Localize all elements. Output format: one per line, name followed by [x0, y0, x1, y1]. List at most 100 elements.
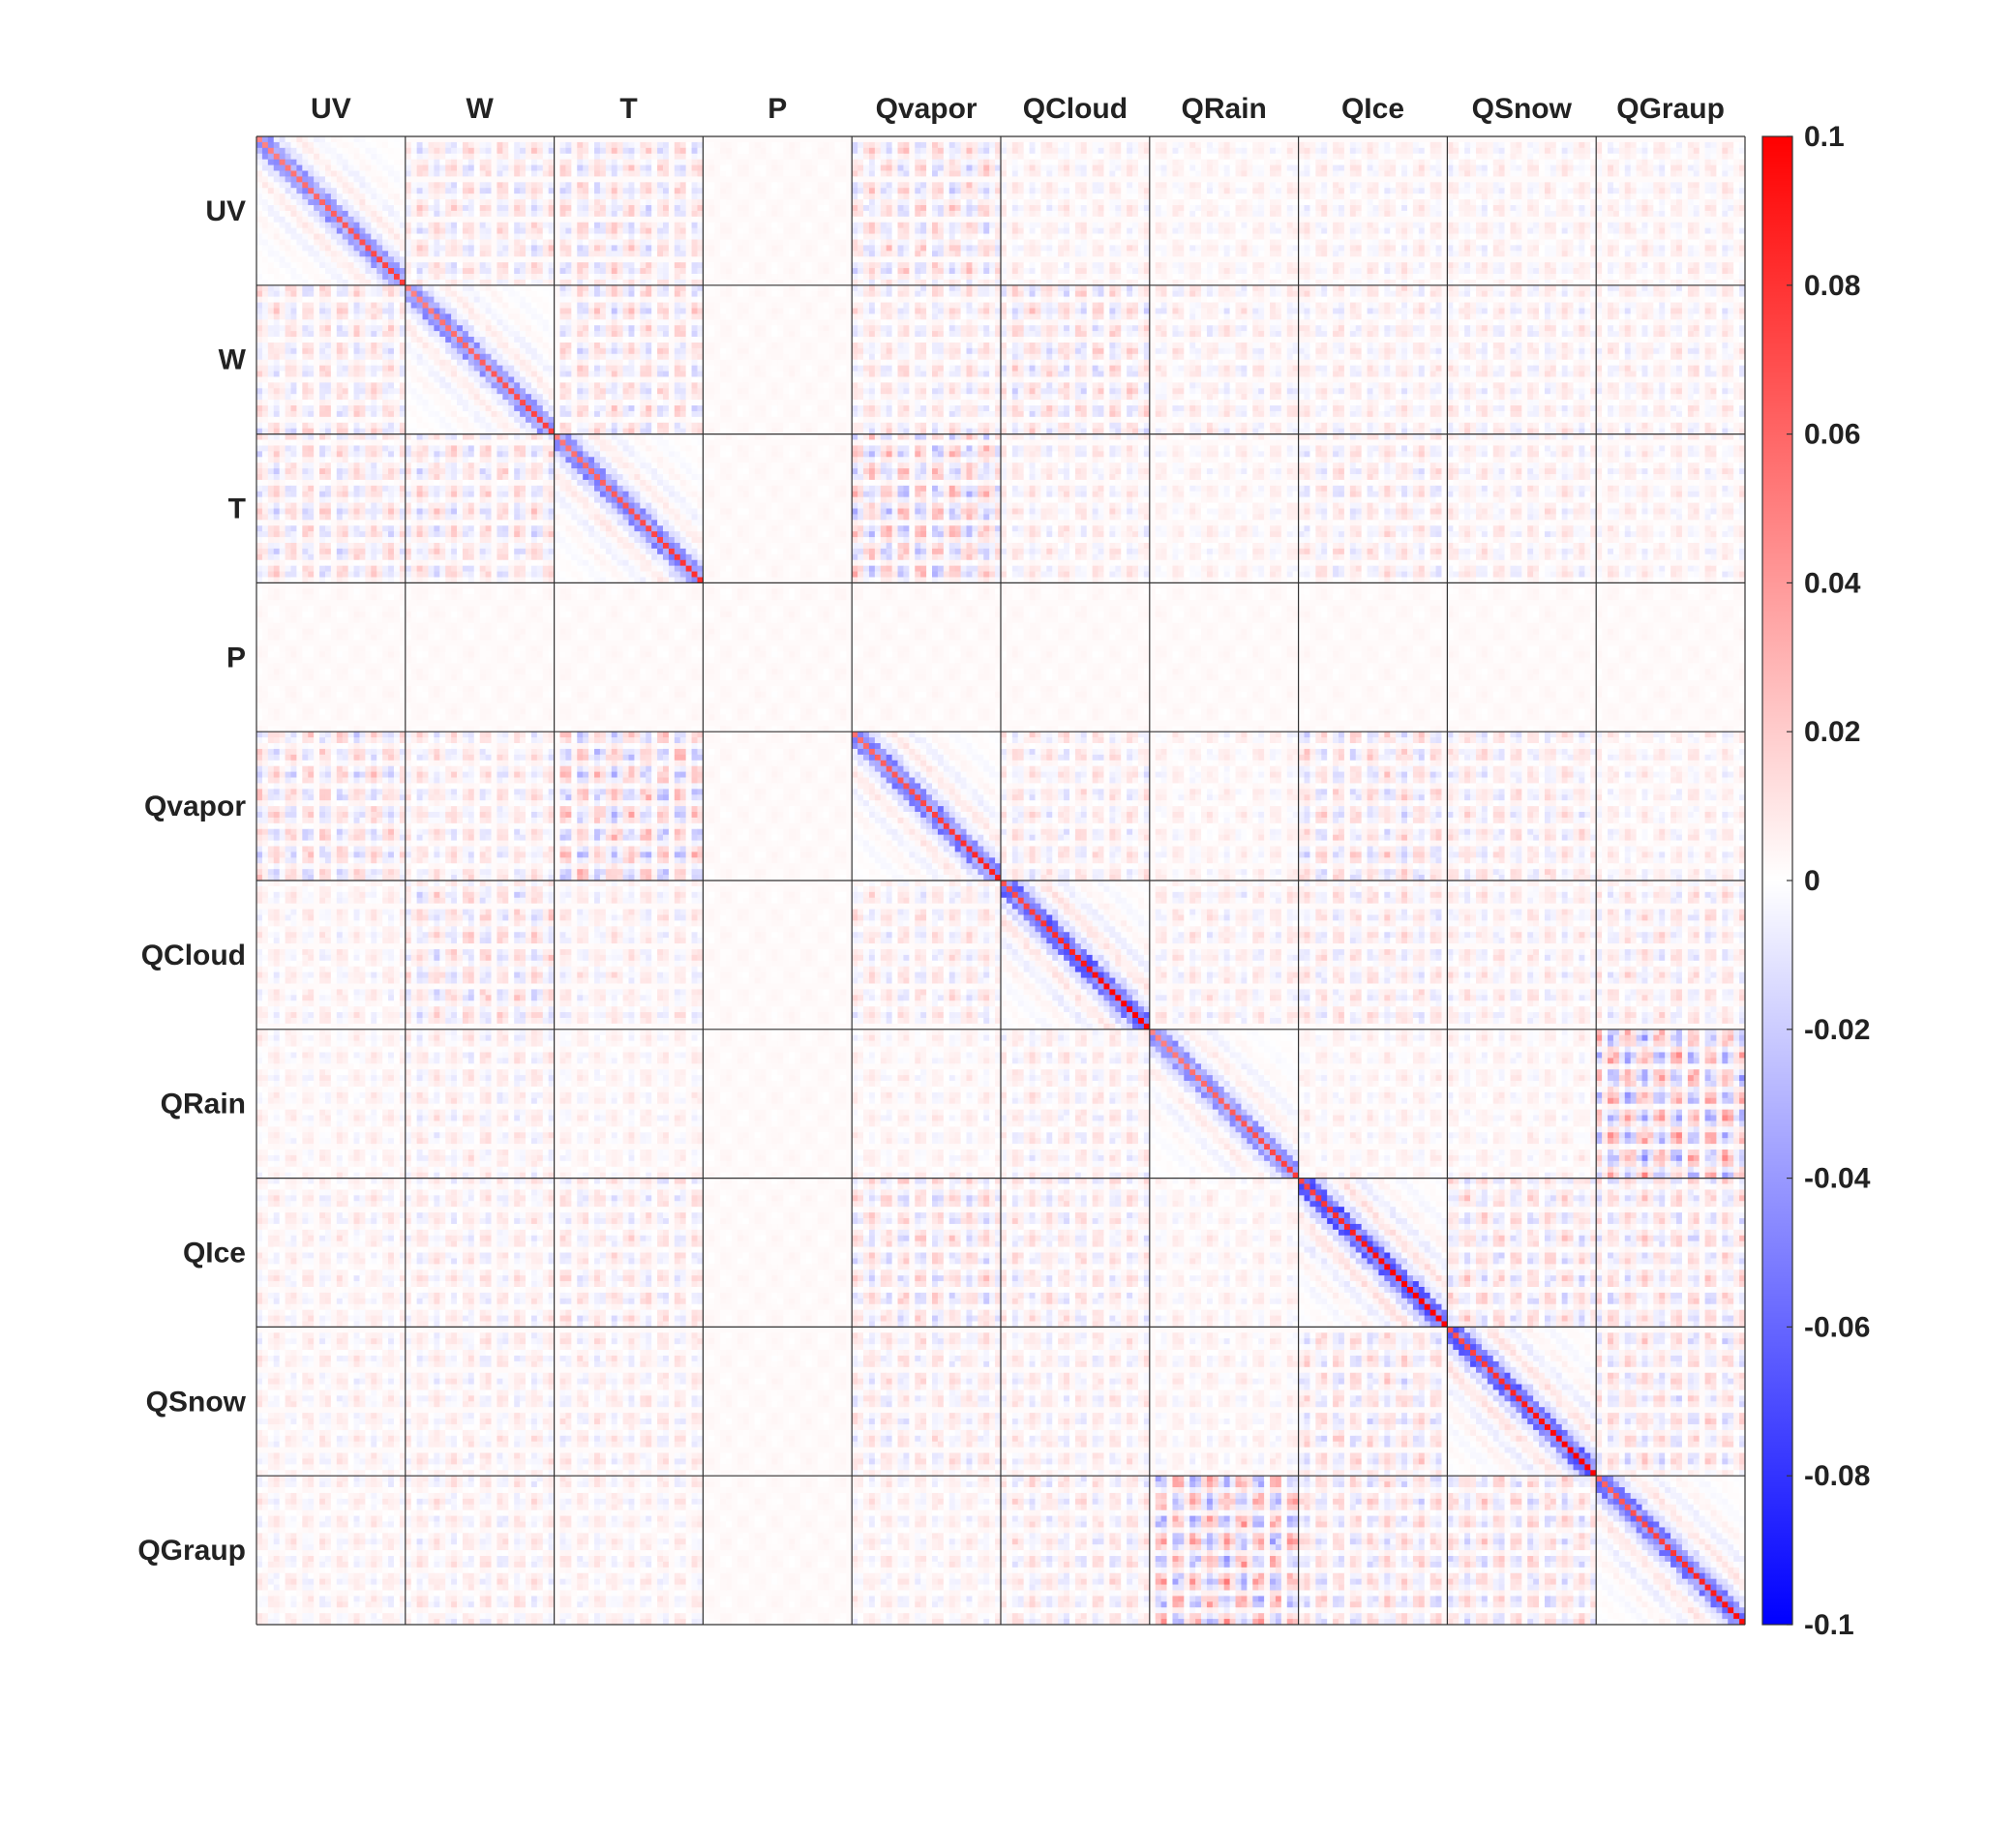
heatmap-cell-UV-T: [617, 136, 623, 142]
heatmap-cell-UV-T: [640, 245, 646, 251]
heatmap-cell-UV-UV: [302, 268, 308, 274]
heatmap-cell-UV-UV: [325, 142, 331, 148]
heatmap-cell-UV-T: [565, 194, 571, 199]
heatmap-cell-UV-T: [606, 211, 612, 217]
heatmap-cell-UV-T: [663, 182, 669, 188]
heatmap-cell-UV-UV: [382, 136, 388, 142]
heatmap-cell-UV-W: [445, 176, 451, 182]
heatmap-cell-UV-UV: [319, 176, 325, 182]
heatmap-cell-UV-UV: [359, 223, 365, 228]
heatmap-cell-UV-T: [612, 170, 617, 176]
heatmap-cell-UV-T: [646, 165, 651, 171]
heatmap-cell-UV-UV: [359, 136, 365, 142]
heatmap-cell-UV-UV: [286, 211, 291, 217]
heatmap-cell-UV-T: [623, 188, 629, 194]
heatmap-cell-UV-UV: [262, 199, 268, 205]
heatmap-cell-UV-W: [457, 154, 463, 160]
heatmap-cell-UV-T: [646, 217, 651, 223]
heatmap-cell-UV-UV: [343, 142, 348, 148]
heatmap-cell-UV-UV: [319, 228, 325, 234]
heatmap-cell-UV-T: [606, 205, 612, 211]
heatmap-cell-UV-T: [663, 251, 669, 256]
heatmap-cell-UV-UV: [325, 188, 331, 194]
heatmap-cell-UV-W: [451, 154, 457, 160]
heatmap-cell-UV-UV: [365, 262, 371, 268]
heatmap-cell-UV-T: [623, 223, 629, 228]
heatmap-cell-UV-T: [565, 176, 571, 182]
heatmap-cell-UV-T: [571, 228, 577, 234]
heatmap-cell-UV-UV: [382, 148, 388, 154]
heatmap-cell-UV-T: [629, 228, 635, 234]
heatmap-cell-UV-W: [451, 136, 457, 142]
heatmap-cell-UV-T: [657, 239, 663, 245]
heatmap-cell-UV-W: [428, 199, 434, 205]
heatmap-cell-UV-UV: [296, 223, 302, 228]
heatmap-cell-UV-UV: [331, 142, 337, 148]
heatmap-cell-UV-T: [634, 154, 640, 160]
heatmap-cell-UV-W: [445, 268, 451, 274]
heatmap-cell-UV-T: [588, 136, 594, 142]
heatmap-cell-UV-UV: [337, 136, 343, 142]
heatmap-cell-UV-UV: [348, 228, 354, 234]
heatmap-cell-UV-W: [451, 268, 457, 274]
heatmap-cell-UV-UV: [388, 223, 394, 228]
heatmap-cell-UV-UV: [394, 170, 400, 176]
heatmap-cell-UV-UV: [290, 239, 296, 245]
heatmap-cell-UV-W: [514, 176, 520, 182]
heatmap-cell-UV-UV: [371, 211, 376, 217]
heatmap-cell-UV-W: [417, 223, 423, 228]
heatmap-cell-UV-W: [480, 199, 486, 205]
heatmap-cell-UV-W: [463, 205, 468, 211]
heatmap-cell-UV-T: [634, 251, 640, 256]
heatmap-cell-UV-UV: [343, 182, 348, 188]
heatmap-cell-UV-T: [675, 148, 680, 154]
heatmap-cell-UV-W: [514, 160, 520, 165]
heatmap-cell-UV-W: [492, 274, 497, 280]
heatmap-cell-UV-W: [514, 136, 520, 142]
heatmap-cell-UV-T: [669, 170, 675, 176]
heatmap-cell-UV-W: [531, 211, 537, 217]
heatmap-cell-UV-UV: [256, 148, 262, 154]
heatmap-cell-UV-T: [640, 217, 646, 223]
heatmap-cell-UV-UV: [290, 256, 296, 262]
heatmap-cell-UV-UV: [325, 165, 331, 171]
heatmap-cell-UV-UV: [371, 154, 376, 160]
heatmap-cell-UV-W: [526, 262, 531, 268]
heatmap-cell-UV-W: [417, 245, 423, 251]
heatmap-cell-UV-UV: [382, 194, 388, 199]
heatmap-cell-UV-T: [692, 223, 698, 228]
heatmap-cell-UV-W: [486, 251, 492, 256]
heatmap-cell-UV-W: [411, 268, 417, 274]
heatmap-cell-UV-UV: [382, 223, 388, 228]
heatmap-cell-UV-UV: [354, 274, 360, 280]
heatmap-cell-UV-UV: [394, 148, 400, 154]
heatmap-cell-UV-T: [675, 217, 680, 223]
heatmap-cell-UV-UV: [262, 136, 268, 142]
heatmap-cell-UV-T: [606, 251, 612, 256]
heatmap-cell-UV-W: [520, 256, 526, 262]
heatmap-cell-UV-W: [406, 142, 411, 148]
heatmap-cell-UV-W: [417, 148, 423, 154]
heatmap-cell-UV-T: [612, 223, 617, 228]
heatmap-cell-UV-W: [520, 239, 526, 245]
heatmap-cell-UV-UV: [296, 268, 302, 274]
heatmap-cell-UV-T: [657, 176, 663, 182]
heatmap-cell-UV-W: [508, 199, 514, 205]
heatmap-cell-UV-W: [543, 268, 549, 274]
heatmap-cell-UV-W: [445, 199, 451, 205]
heatmap-cell-UV-T: [646, 239, 651, 245]
heatmap-cell-UV-UV: [286, 245, 291, 251]
heatmap-cell-UV-W: [423, 262, 429, 268]
heatmap-cell-UV-T: [623, 148, 629, 154]
heatmap-cell-UV-W: [468, 223, 474, 228]
heatmap-cell-UV-W: [480, 274, 486, 280]
heatmap-cell-UV-T: [663, 199, 669, 205]
heatmap-cell-UV-W: [520, 194, 526, 199]
heatmap-cell-UV-T: [560, 217, 566, 223]
heatmap-cell-UV-UV: [262, 170, 268, 176]
heatmap-cell-UV-T: [612, 160, 617, 165]
heatmap-cell-UV-W: [496, 165, 502, 171]
heatmap-cell-UV-T: [686, 136, 692, 142]
heatmap-cell-UV-W: [439, 228, 445, 234]
heatmap-cell-UV-UV: [268, 176, 274, 182]
